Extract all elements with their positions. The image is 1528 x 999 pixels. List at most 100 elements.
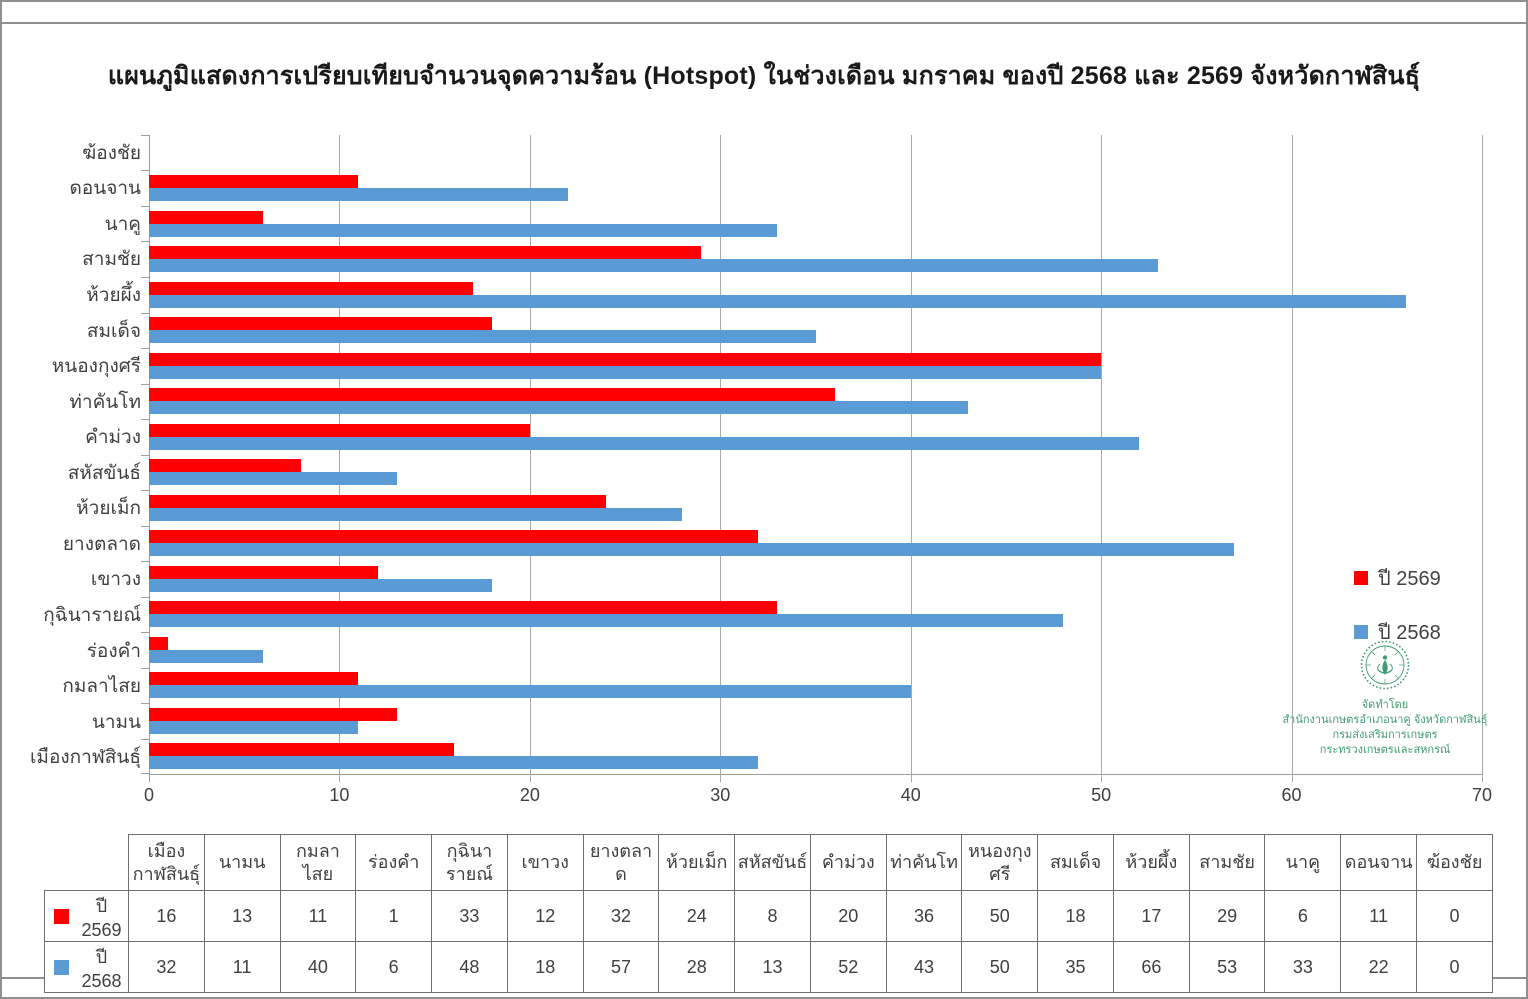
data-table: เมืองกาฬสินธุ์ นามน กมลาไสย ร่องคำ กุฉินาราย… [44, 834, 1493, 993]
y-axis-tick [141, 241, 149, 243]
value-axis-labels: 0 10 20 30 40 50 60 70 [144, 785, 1492, 815]
y-axis-tick [141, 135, 149, 136]
table-value-cell: 6 [1264, 890, 1342, 942]
bar-ปี-2568 [149, 578, 492, 592]
category-row [149, 348, 1482, 383]
y-axis-category-label: สหัสขันธ์ [67, 462, 141, 484]
category-row [149, 135, 1482, 170]
table-value-cell: 32 [128, 941, 205, 993]
table-value-cell: 35 [1037, 941, 1114, 993]
bar-ปี-2568 [149, 649, 264, 663]
table-value-cell: 66 [1112, 941, 1190, 993]
table-value-cell: 1 [355, 890, 433, 942]
bar-ปี-2568 [149, 259, 1159, 273]
table-column-header: นาคู [1264, 834, 1342, 891]
bar-ปี-2569 [149, 601, 778, 615]
category-row [149, 526, 1482, 561]
gridline [1291, 135, 1293, 782]
y-axis-tick [141, 773, 149, 774]
table-row-label: ปี 2568 [44, 941, 129, 993]
publisher-caption: จัดทำโดย สำนักงานเกษตรอำเภอนาคู จังหวัดก… [1269, 698, 1501, 758]
table-column-header: ท่าคันโท [885, 834, 963, 891]
bar-ปี-2569 [149, 423, 530, 437]
chart-title: แผนภูมิแสดงการเปรียบเทียบจำนวนจุดความร้อ… [107, 62, 1421, 90]
publisher-line-2: สำนักงานเกษตรอำเภอนาคู จังหวัดกาฬสินธุ์ [1282, 714, 1488, 726]
y-axis-tick [141, 632, 149, 633]
bar-ปี-2568 [149, 756, 759, 770]
table-column-header: สามชัย [1188, 834, 1266, 891]
y-axis-category-label: นาคู [104, 213, 141, 235]
category-row [149, 668, 1482, 703]
bar-ปี-2568 [149, 720, 359, 734]
table-value-cell: 29 [1188, 890, 1266, 942]
y-axis-tick [141, 667, 149, 669]
table-row-label: ปี 2569 [44, 890, 129, 942]
bar-ปี-2569 [149, 175, 359, 189]
table-value-cell: 11 [279, 890, 357, 942]
bar-ปี-2568 [149, 614, 1064, 628]
table-value-cell: 17 [1112, 890, 1190, 942]
y-axis-category-label: กมลาไสย [62, 676, 141, 698]
table-value-cell: 40 [279, 941, 357, 993]
y-axis-tick [141, 596, 149, 598]
table-value-cell: 43 [885, 941, 963, 993]
gridline [720, 135, 722, 782]
table-column-header: ห้วยผึ้ง [1112, 834, 1190, 891]
category-row [149, 277, 1482, 312]
top-divider-line [2, 22, 1526, 24]
y-axis-tick [141, 170, 149, 172]
table-value-cell: 16 [128, 890, 205, 942]
y-axis-category-label: ฆ้องชัย [82, 142, 141, 164]
category-row [149, 206, 1482, 241]
category-row [149, 703, 1482, 738]
legend-swatch-2569-icon [1354, 571, 1368, 585]
y-axis-category-label: นามน [91, 711, 141, 733]
y-axis-category-label: ห้วยเม็ก [76, 498, 141, 520]
y-axis-category-label: สมเด็จ [86, 320, 141, 342]
table-column-header: ร่องคำ [355, 834, 433, 891]
table-value-cell: 18 [1037, 890, 1114, 942]
category-row [149, 419, 1482, 454]
gridline [529, 135, 531, 782]
y-axis-tick [141, 738, 149, 740]
table-column-header: สหัสขันธ์ [734, 834, 811, 891]
series-name: ปี 2568 [81, 947, 122, 991]
y-axis-tick [141, 418, 149, 420]
legend: ปี 2569 ปี 2568 [1354, 562, 1441, 670]
category-row [149, 597, 1482, 632]
y-axis-tick [141, 525, 149, 527]
table-value-cell: 28 [658, 941, 736, 993]
table-value-cell: 48 [431, 941, 508, 993]
table-corner-cell [44, 834, 129, 891]
table-column-header: ห้วยเม็ก [658, 834, 736, 891]
table-value-cell: 32 [582, 890, 660, 942]
y-axis-tick [141, 347, 149, 349]
bar-ปี-2568 [149, 188, 568, 202]
publisher-line-3: กรมส่งเสริมการเกษตร [1332, 729, 1438, 741]
series-swatch-icon [54, 959, 69, 975]
y-axis-tick [141, 560, 149, 562]
bar-ปี-2569 [149, 565, 378, 579]
table-value-cell: 0 [1416, 890, 1493, 942]
gridline [1482, 135, 1483, 782]
y-axis-category-label: ร่องคำ [86, 640, 141, 662]
table-value-cell: 12 [506, 890, 584, 942]
table-value-cell: 33 [1264, 941, 1342, 993]
category-row [149, 242, 1482, 277]
table-value-cell: 11 [203, 941, 281, 993]
table-value-cell: 33 [431, 890, 508, 942]
table-column-header: คำม่วง [809, 834, 887, 891]
y-axis-category-label: คำม่วง [85, 427, 141, 449]
series-name: ปี 2569 [81, 896, 122, 940]
category-axis-line [149, 135, 150, 782]
agriculture-department-seal-icon [1360, 640, 1410, 690]
table-value-cell: 0 [1416, 941, 1493, 993]
y-axis-category-label: กุฉินารายณ์ [43, 604, 141, 626]
category-row [149, 313, 1482, 348]
y-axis-tick [141, 383, 149, 385]
y-axis-tick [141, 490, 149, 491]
table-row: ปี 2569 16 13 11 1 33 12 32 24 8 20 36 50 18 17 29 6 11 0 [44, 890, 1493, 942]
x-axis-tick-label: 10 [329, 785, 350, 805]
bar-ปี-2569 [149, 636, 169, 650]
bar-ปี-2569 [149, 707, 397, 721]
